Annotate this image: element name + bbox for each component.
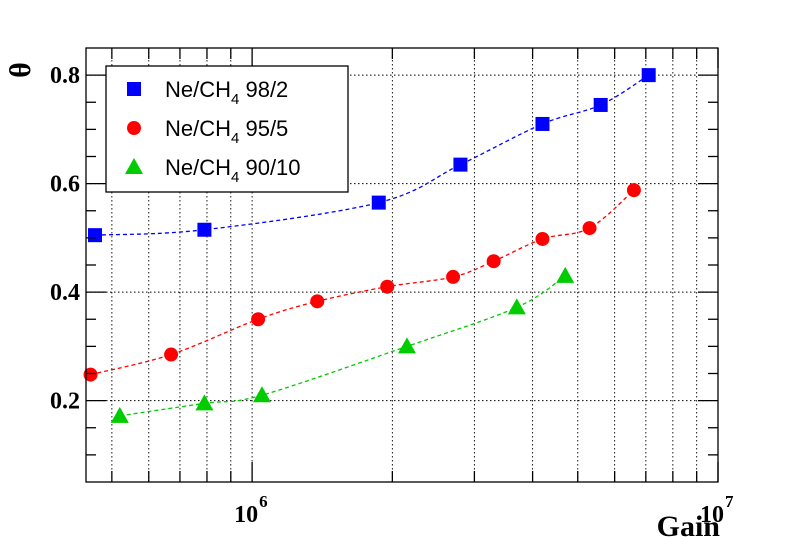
legend-marker <box>127 82 141 96</box>
x-tick-label-base: 10 <box>700 502 724 528</box>
data-point-square <box>197 222 212 237</box>
y-tick-label: 0.6 <box>50 172 80 198</box>
x-tick-label-exponent: 6 <box>259 492 268 511</box>
y-tick-label: 0.8 <box>50 63 80 89</box>
data-point-square <box>641 68 656 83</box>
data-point-square <box>87 228 102 243</box>
legend-box <box>105 65 349 193</box>
data-point-triangle <box>110 406 129 423</box>
x-axis-title: Gain <box>657 510 721 538</box>
legend-marker <box>125 158 143 174</box>
data-point-circle <box>626 183 641 198</box>
y-axis-title: θ <box>4 62 37 78</box>
data-point-circle <box>164 347 179 362</box>
y-tick-label: 0.4 <box>50 280 80 306</box>
data-point-square <box>535 116 550 131</box>
data-point-circle <box>582 221 597 236</box>
data-point-circle <box>310 294 325 309</box>
legend-entry: Ne/CH4 95/5 <box>127 116 288 147</box>
fit-curve-series-2 <box>90 189 635 376</box>
legend-label: Ne/CH4 98/2 <box>165 77 288 108</box>
data-point-square <box>371 195 386 210</box>
data-point-circle <box>380 279 395 294</box>
legend-label: Ne/CH4 90/10 <box>165 155 301 186</box>
axis-ticks <box>86 48 719 482</box>
data-points <box>83 68 656 423</box>
data-point-circle <box>446 269 461 284</box>
x-tick-label: 107 <box>700 492 734 528</box>
legend-label: Ne/CH4 95/5 <box>165 116 288 147</box>
data-point-circle <box>486 254 501 269</box>
series-2 <box>83 183 641 382</box>
data-point-triangle <box>195 394 214 411</box>
data-point-circle <box>251 312 266 327</box>
data-point-triangle <box>556 266 575 283</box>
legend-entry: Ne/CH4 90/10 <box>125 155 301 186</box>
fit-curve-series-1 <box>94 74 650 236</box>
series-3 <box>110 266 575 423</box>
series-1 <box>87 68 656 243</box>
data-point-triangle <box>252 386 271 403</box>
y-tick-label: 0.2 <box>50 389 80 415</box>
data-point-square <box>453 157 468 172</box>
data-point-triangle <box>507 298 526 315</box>
legend-marker <box>127 121 141 135</box>
x-tick-label-exponent: 7 <box>725 492 734 511</box>
data-point-square <box>593 97 608 112</box>
data-point-triangle <box>397 337 416 354</box>
data-point-circle <box>535 231 550 246</box>
x-tick-label-base: 10 <box>234 502 258 528</box>
legend-entry: Ne/CH4 98/2 <box>127 77 288 108</box>
data-point-circle <box>83 367 98 382</box>
x-tick-label: 106 <box>234 492 268 528</box>
legend: Ne/CH4 98/2 Ne/CH4 95/5 Ne/CH4 90/10 <box>105 65 349 193</box>
